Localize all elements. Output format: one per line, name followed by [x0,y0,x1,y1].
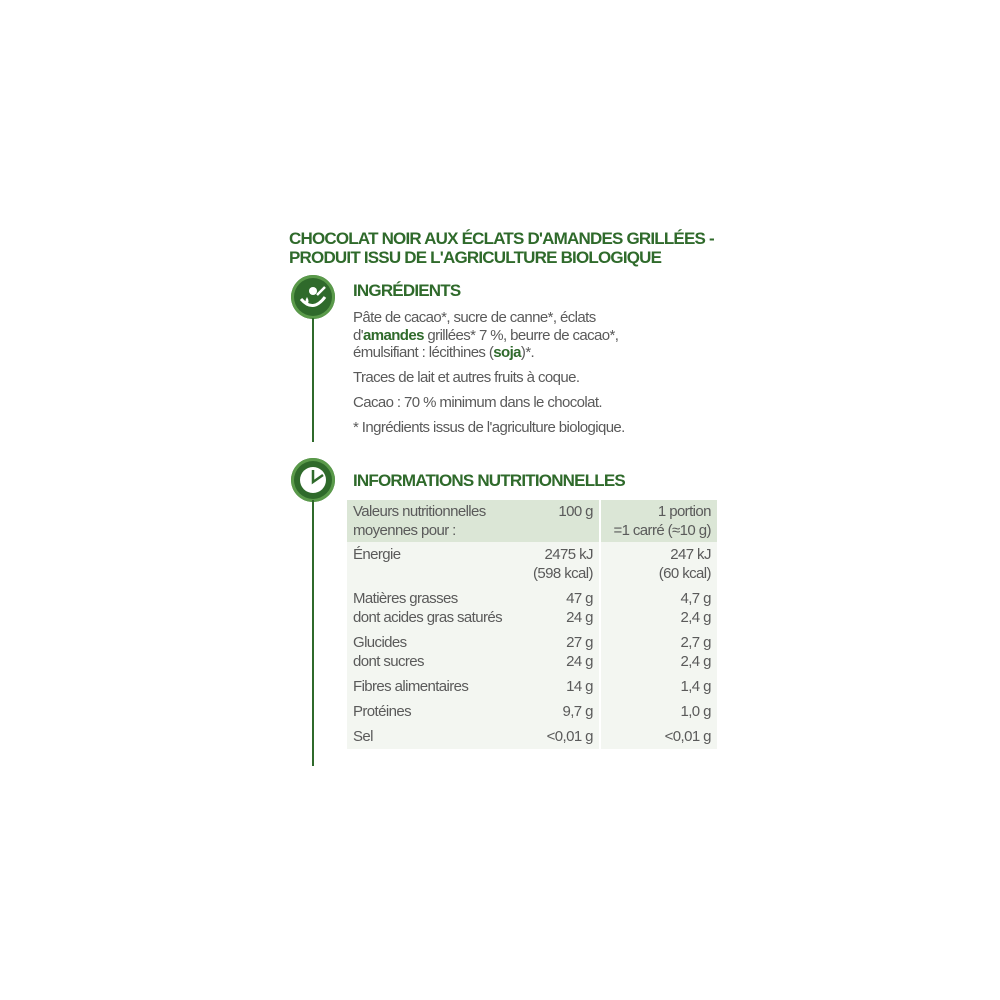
cell-text: 24 g [566,653,593,670]
cell-text: 1,4 g [680,678,712,695]
cell-text: Glucides [353,634,407,651]
cell-text: 2,4 g [680,609,712,626]
cell-text: <0,01 g [546,728,594,745]
allergen-almonds: amandes [363,326,424,344]
text: moyennes pour : [353,522,456,539]
cell-text: Matières grasses [353,590,458,607]
nutrient-name: Matières grasses dont acides gras saturés [347,586,527,630]
table-row: Sel <0,01 g <0,01 g [347,724,717,749]
nutrition-divider-line [312,500,314,766]
ingredients-leaf-drop-icon [291,275,335,319]
value-portion: 1,0 g [600,699,717,724]
product-title: CHOCOLAT NOIR AUX ÉCLATS D'AMANDES GRILL… [289,229,715,267]
ingredients-list: Pâte de cacao*, sucre de canne*, éclats … [353,309,619,362]
cell-text: Protéines [353,703,412,720]
value-100g: 9,7 g [527,699,599,724]
cell-text: Fibres alimentaires [353,678,469,695]
text: 1 portion [657,503,712,520]
nutrient-name: Sel [347,724,527,749]
value-portion: 1,4 g [600,674,717,699]
nutrition-heading: INFORMATIONS NUTRITIONNELLES [353,471,626,490]
ingredients-line: Pâte de cacao*, sucre de canne*, éclats [353,309,596,326]
value-100g: <0,01 g [527,724,599,749]
header-portion: 1 portion =1 carré (≈10 g) [600,500,717,542]
cell-text: 2475 kJ [544,546,594,563]
value-portion: 2,7 g 2,4 g [600,630,717,674]
title-line-1: CHOCOLAT NOIR AUX ÉCLATS D'AMANDES GRILL… [289,229,715,248]
cell-text: 1,0 g [680,703,712,720]
organic-footnote: * Ingrédients issus de l'agriculture bio… [353,419,625,436]
value-portion: 247 kJ (60 kcal) [600,542,717,586]
table-header-row: Valeurs nutritionnelles moyennes pour : 1… [347,500,717,542]
cell-text: 27 g [566,634,593,651]
text: d' [353,326,364,344]
allergen-soy: soja [493,344,521,361]
header-100g: 100 g [527,500,599,542]
cell-text: dont acides gras saturés [353,609,503,626]
table-row: Fibres alimentaires 14 g 1,4 g [347,674,717,699]
text: )*. [520,344,535,361]
ingredients-heading: INGRÉDIENTS [353,281,461,300]
nutrient-name: Énergie [347,542,527,586]
gap [598,630,601,674]
text: émulsifiant : lécithines ( [353,344,494,361]
clock-icon [291,458,335,502]
text: =1 carré (≈10 g) [613,522,711,539]
cell-text: dont sucres [353,653,425,670]
value-100g: 2475 kJ (598 kcal) [527,542,599,586]
cell-text: (60 kcal) [658,565,712,582]
header-label: Valeurs nutritionnelles moyennes pour : [347,500,527,542]
gap [598,674,601,699]
text: grillées* 7 %, beurre de cacao*, [423,326,619,344]
cell-text: 24 g [566,609,593,626]
title-line-2: PRODUIT ISSU DE L'AGRICULTURE BIOLOGIQUE [289,248,662,267]
gap [598,699,601,724]
cacao-note: Cacao : 70 % minimum dans le chocolat. [353,394,603,411]
cell-text: (598 kcal) [533,565,593,582]
cell-text: 2,7 g [680,634,712,651]
nutrient-name: Protéines [347,699,527,724]
gap [598,542,601,586]
cell-text: 14 g [566,678,593,695]
value-100g: 14 g [527,674,599,699]
ingredients-divider-line [312,318,314,442]
table-row: Matières grasses dont acides gras saturés… [347,586,717,630]
gap [598,500,601,542]
ingredients-line: d'amandes grillées* 7 %, beurre de cacao… [353,326,619,345]
cell-text: Énergie [353,546,401,563]
cell-text: Sel [353,728,373,745]
cell-text: 4,7 g [680,590,712,607]
cell-text: 9,7 g [562,703,594,720]
value-portion: <0,01 g [600,724,717,749]
value-100g: 47 g 24 g [527,586,599,630]
cell-text: 247 kJ [670,546,711,563]
cell-text: <0,01 g [664,728,712,745]
text: Valeurs nutritionnelles [353,503,486,520]
value-portion: 4,7 g 2,4 g [600,586,717,630]
value-100g: 27 g 24 g [527,630,599,674]
table-row: Glucides dont sucres 27 g 24 g 2,7 g 2,4 g [347,630,717,674]
table-row: Énergie 2475 kJ (598 kcal) 247 kJ (60 kcal) [347,542,717,586]
cell-text: 47 g [566,590,593,607]
table-row: Protéines 9,7 g 1,0 g [347,699,717,724]
cell-text: 2,4 g [680,653,712,670]
nutrition-table: Valeurs nutritionnelles moyennes pour : 1… [347,500,717,749]
gap [598,586,601,630]
traces-note: Traces de lait et autres fruits à coque. [353,369,580,386]
nutrient-name: Glucides dont sucres [347,630,527,674]
gap [598,724,601,749]
ingredients-line: émulsifiant : lécithines (soja)*. [353,344,618,362]
nutrient-name: Fibres alimentaires [347,674,527,699]
